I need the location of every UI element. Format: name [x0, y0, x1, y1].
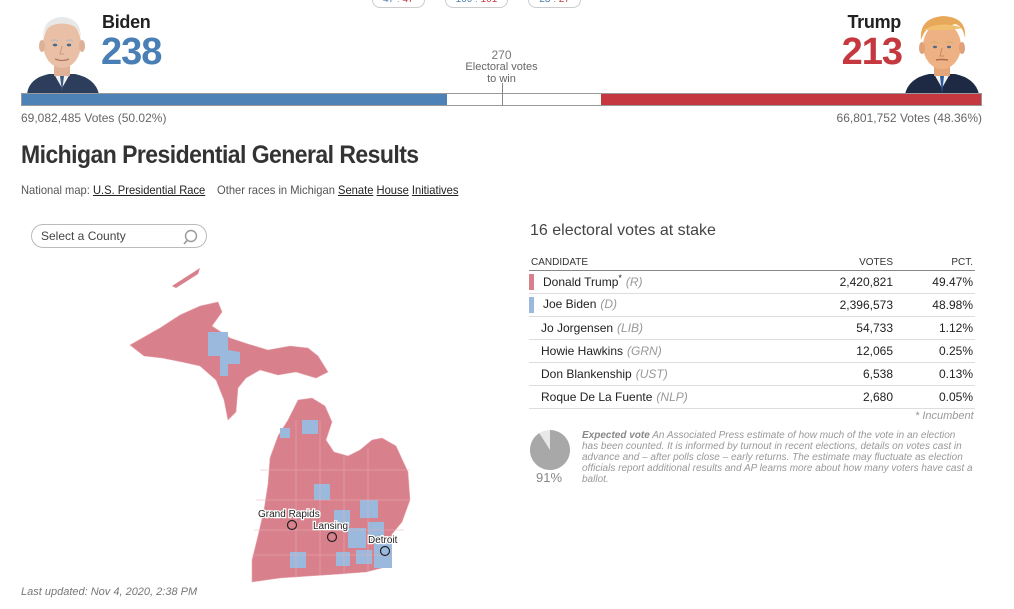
search-icon[interactable] — [182, 228, 200, 251]
trump-name: Trump — [847, 12, 901, 32]
pill-rep-count: 27 — [559, 0, 570, 5]
county-map[interactable]: Grand Rapids Lansing Detroit — [120, 260, 420, 595]
trump-popular-vote: 66,801,752 Votes (48.36%) — [836, 111, 982, 125]
candidate-cell: Don Blankenship (UST) — [529, 362, 815, 386]
expected-vote-percent: 91% — [536, 470, 563, 485]
biden-portrait — [21, 8, 103, 94]
candidate-pct: 0.05% — [895, 385, 975, 409]
incumbent-note: * Incumbent — [915, 410, 974, 422]
county-search-input[interactable] — [41, 229, 181, 243]
expected-vote-pie-icon — [529, 430, 570, 470]
candidate-votes: 2,396,573 — [815, 293, 895, 317]
candidate-row: Joe Biden (D) 2,396,573 48.98% — [529, 293, 975, 317]
summary-pill[interactable]: 100 : 101 — [444, 0, 509, 8]
electoral-bar-rep — [601, 94, 981, 105]
candidate-votes: 12,065 — [815, 339, 895, 363]
candidate-pct: 0.13% — [895, 362, 975, 386]
candidate-votes: 2,680 — [815, 385, 895, 409]
city-label-grand-rapids: Grand Rapids — [258, 509, 320, 520]
candidate-pct: 49.47% — [895, 270, 975, 294]
pill-dem-count: 47 — [383, 0, 394, 5]
results-header-row: CANDIDATE VOTES PCT. — [529, 256, 975, 271]
candidate-cell: Jo Jorgensen (LIB) — [529, 316, 815, 340]
candidate-pct: 48.98% — [895, 293, 975, 317]
candidate-name: Howie Hawkins — [541, 343, 624, 358]
candidate-party: (GRN) — [627, 343, 662, 358]
last-updated: Last updated: Nov 4, 2020, 2:38 PM — [21, 586, 198, 598]
national-map-label: National map: — [21, 183, 90, 197]
candidate-name: Jo Jorgensen — [541, 320, 614, 335]
votes-to-win-text: to win — [487, 73, 516, 85]
biden-popular-vote: 69,082,485 Votes (50.02%) — [21, 111, 167, 125]
candidate-row: Donald Trump* (R) 2,420,821 49.47% — [529, 270, 975, 294]
house-link[interactable]: House — [376, 183, 409, 197]
pill-dem-count: 100 — [456, 0, 473, 5]
pill-rep-count: 101 — [481, 0, 498, 5]
trump-portrait — [901, 8, 983, 94]
candidate-name: Donald Trump — [543, 274, 619, 289]
candidate-cell: Donald Trump* (R) — [529, 270, 815, 294]
candidate-row: Jo Jorgensen (LIB) 54,733 1.12% — [529, 316, 975, 340]
votes-to-win-number: 270 — [491, 48, 512, 62]
electoral-votes-at-stake: 16 electoral votes at stake — [530, 222, 716, 239]
summary-pill[interactable]: 47 : 47 — [372, 0, 425, 8]
expected-vote-description: Expected vote An Associated Press estima… — [582, 430, 974, 485]
summary-pills: 47 : 47 100 : 101 23 : 27 — [372, 0, 581, 8]
other-races-label: Other races in Michigan — [217, 183, 335, 197]
national-map-link[interactable]: U.S. Presidential Race — [92, 183, 206, 197]
candidate-row: Don Blankenship (UST) 6,538 0.13% — [529, 362, 975, 386]
candidate-party: (R) — [625, 274, 643, 289]
candidate-votes: 54,733 — [815, 316, 895, 340]
pill-dem-count: 23 — [539, 0, 550, 5]
initiatives-link[interactable]: Initiatives — [411, 183, 459, 197]
electoral-bar-midline — [502, 83, 503, 106]
candidate-party: (UST) — [635, 366, 668, 381]
candidate-party: (D) — [600, 296, 618, 311]
candidate-name: Roque De La Fuente — [541, 389, 653, 404]
votes-to-win-label: 270 Electoral votes to win — [455, 49, 548, 85]
candidate-name: Joe Biden — [543, 296, 597, 311]
col-candidate: CANDIDATE — [529, 256, 815, 271]
results-table: CANDIDATE VOTES PCT. Donald Trump* (R) 2,4… — [529, 256, 975, 409]
candidate-votes: 2,420,821 — [815, 270, 895, 294]
votes-to-win-text: Electoral votes — [465, 61, 538, 73]
expected-vote-title: Expected vote — [582, 430, 650, 441]
pill-rep-count: 47 — [402, 0, 413, 5]
col-pct: PCT. — [895, 256, 975, 271]
party-color-swatch — [529, 274, 534, 291]
candidate-cell: Joe Biden (D) — [529, 293, 815, 317]
candidate-votes: 6,538 — [815, 362, 895, 386]
expected-vote-text: An Associated Press estimate of how much… — [582, 430, 973, 485]
summary-pill[interactable]: 23 : 27 — [528, 0, 581, 8]
electoral-vote-bar — [21, 83, 982, 106]
col-votes: VOTES — [815, 256, 895, 271]
race-nav: National map: U.S. Presidential Race Oth… — [21, 183, 458, 197]
candidate-row: Roque De La Fuente (NLP) 2,680 0.05% — [529, 385, 975, 409]
county-select[interactable] — [31, 224, 207, 248]
candidate-pct: 0.25% — [895, 339, 975, 363]
candidate-name: Don Blankenship — [541, 366, 632, 381]
trump-electoral-votes: 213 — [841, 31, 903, 73]
candidate-pct: 1.12% — [895, 316, 975, 340]
candidate-cell: Howie Hawkins (GRN) — [529, 339, 815, 363]
city-label-lansing: Lansing — [313, 521, 348, 532]
candidate-row: Howie Hawkins (GRN) 12,065 0.25% — [529, 339, 975, 363]
candidate-party: (LIB) — [617, 320, 644, 335]
biden-electoral-votes: 238 — [101, 31, 162, 73]
biden-name: Biden — [102, 12, 151, 32]
city-label-detroit: Detroit — [368, 535, 398, 546]
party-color-swatch — [529, 296, 534, 313]
candidate-party: (NLP) — [656, 389, 688, 404]
page-title: Michigan Presidential General Results — [21, 141, 419, 169]
incumbent-marker: * — [618, 272, 622, 283]
electoral-bar-dem — [22, 94, 447, 105]
candidate-cell: Roque De La Fuente (NLP) — [529, 385, 815, 409]
senate-link[interactable]: Senate — [338, 183, 374, 197]
